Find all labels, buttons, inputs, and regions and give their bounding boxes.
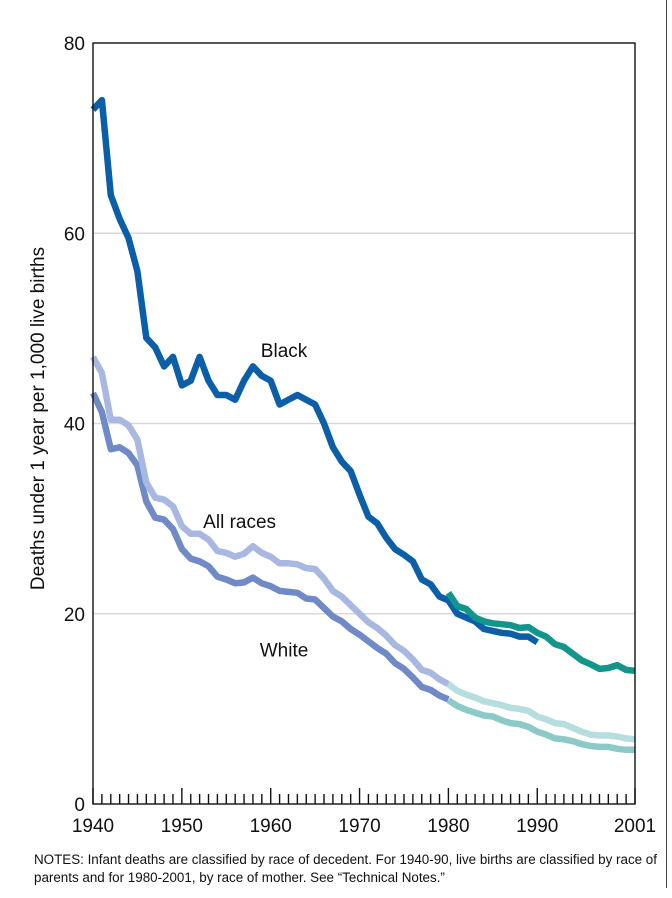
infant-mortality-chart: 1940 1950 1960 1970 1980 1990 2001 0 20 40 60 80 D… [28, 34, 656, 837]
series-line-1 [90, 355, 450, 687]
series-line-2 [90, 391, 450, 703]
x-tick-label: 1950 [161, 816, 203, 837]
x-tick-label: 1940 [72, 816, 114, 837]
y-tick-labels: 0 20 40 60 80 [64, 34, 85, 816]
x-tick-label: 1960 [250, 816, 292, 837]
x-tick-label: 1980 [427, 816, 469, 837]
y-tick-label: 20 [64, 605, 85, 626]
x-tick-label: 2001 [614, 816, 656, 837]
series-line-0 [90, 96, 540, 646]
x-tick-labels: 1940 1950 1960 1970 1980 1990 2001 [72, 816, 656, 837]
y-axis-title: Deaths under 1 year per 1,000 live birth… [28, 247, 49, 590]
y-tick-label: 0 [74, 795, 85, 816]
plot-area-border [92, 42, 636, 805]
series-line-3 [445, 590, 636, 675]
series-labels: Black All races White [203, 341, 308, 662]
series-label-2: White [260, 641, 309, 662]
y-tick-label: 60 [64, 224, 85, 245]
y-tick-label: 80 [64, 34, 85, 55]
series-label-0: Black [261, 341, 308, 362]
x-tick-label: 1990 [516, 816, 558, 837]
x-minor-ticks [92, 788, 636, 804]
series-label-1: All races [203, 512, 276, 533]
series-lines [90, 96, 636, 754]
y-tick-label: 40 [64, 415, 85, 436]
chart-notes: NOTES: Infant deaths are classified by r… [34, 852, 657, 885]
series-line-4 [446, 681, 636, 743]
series-line-5 [446, 697, 635, 754]
x-tick-label: 1970 [338, 816, 380, 837]
gridlines [93, 232, 635, 615]
